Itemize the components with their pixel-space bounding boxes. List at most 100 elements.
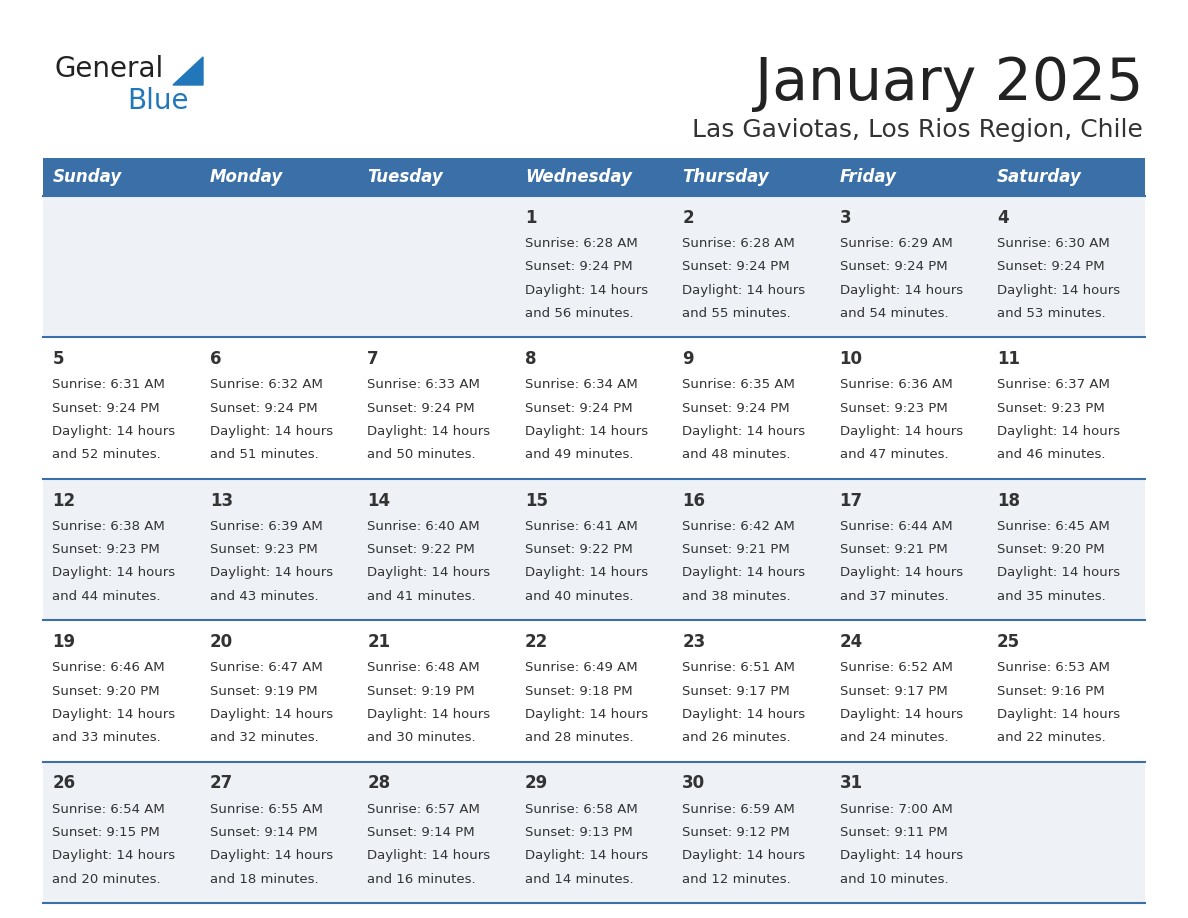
Text: 20: 20	[210, 633, 233, 651]
Text: and 47 minutes.: and 47 minutes.	[840, 448, 948, 462]
Bar	[43, 158, 201, 196]
Text: Sunset: 9:24 PM: Sunset: 9:24 PM	[525, 402, 632, 415]
Text: 4: 4	[997, 208, 1009, 227]
Text: Sunset: 9:19 PM: Sunset: 9:19 PM	[210, 685, 317, 698]
Text: Sunrise: 6:57 AM: Sunrise: 6:57 AM	[367, 802, 480, 815]
Text: Sunset: 9:14 PM: Sunset: 9:14 PM	[210, 826, 317, 839]
Text: Daylight: 14 hours: Daylight: 14 hours	[682, 849, 805, 862]
Text: Tuesday: Tuesday	[367, 168, 443, 186]
Text: Daylight: 14 hours: Daylight: 14 hours	[210, 708, 333, 721]
Text: Sunset: 9:24 PM: Sunset: 9:24 PM	[682, 261, 790, 274]
Text: Daylight: 14 hours: Daylight: 14 hours	[525, 284, 647, 297]
Text: 29: 29	[525, 774, 548, 792]
Text: Sunrise: 6:42 AM: Sunrise: 6:42 AM	[682, 520, 795, 532]
Text: Sunset: 9:17 PM: Sunset: 9:17 PM	[682, 685, 790, 698]
Text: 5: 5	[52, 350, 64, 368]
Text: Sunrise: 6:58 AM: Sunrise: 6:58 AM	[525, 802, 638, 815]
Bar	[43, 338, 1145, 479]
Bar	[43, 196, 1145, 338]
Text: Daylight: 14 hours: Daylight: 14 hours	[840, 708, 962, 721]
Text: and 40 minutes.: and 40 minutes.	[525, 589, 633, 603]
Bar	[672, 158, 830, 196]
Text: Daylight: 14 hours: Daylight: 14 hours	[997, 425, 1120, 438]
Text: Daylight: 14 hours: Daylight: 14 hours	[52, 425, 176, 438]
Text: Friday: Friday	[840, 168, 897, 186]
Text: Daylight: 14 hours: Daylight: 14 hours	[367, 566, 491, 579]
Text: Sunrise: 6:51 AM: Sunrise: 6:51 AM	[682, 661, 795, 674]
Text: 8: 8	[525, 350, 536, 368]
Text: Thursday: Thursday	[682, 168, 769, 186]
Text: 2: 2	[682, 208, 694, 227]
Text: 13: 13	[210, 491, 233, 509]
Text: Sunset: 9:18 PM: Sunset: 9:18 PM	[525, 685, 632, 698]
Text: 9: 9	[682, 350, 694, 368]
Text: and 18 minutes.: and 18 minutes.	[210, 873, 318, 886]
Text: and 38 minutes.: and 38 minutes.	[682, 589, 791, 603]
Bar	[43, 621, 1145, 762]
Text: and 28 minutes.: and 28 minutes.	[525, 732, 633, 744]
Text: Sunrise: 6:38 AM: Sunrise: 6:38 AM	[52, 520, 165, 532]
Bar	[43, 762, 1145, 903]
Text: 1: 1	[525, 208, 536, 227]
Text: and 52 minutes.: and 52 minutes.	[52, 448, 162, 462]
Text: Sunrise: 6:33 AM: Sunrise: 6:33 AM	[367, 378, 480, 391]
Text: Sunrise: 6:37 AM: Sunrise: 6:37 AM	[997, 378, 1110, 391]
Text: 22: 22	[525, 633, 548, 651]
Text: and 53 minutes.: and 53 minutes.	[997, 307, 1106, 320]
Text: Sunset: 9:23 PM: Sunset: 9:23 PM	[997, 402, 1105, 415]
Text: Sunset: 9:24 PM: Sunset: 9:24 PM	[682, 402, 790, 415]
Text: Daylight: 14 hours: Daylight: 14 hours	[367, 708, 491, 721]
Bar	[201, 158, 358, 196]
Bar	[358, 158, 516, 196]
Bar	[516, 158, 672, 196]
Text: Sunrise: 6:47 AM: Sunrise: 6:47 AM	[210, 661, 323, 674]
Text: 31: 31	[840, 774, 862, 792]
Text: Daylight: 14 hours: Daylight: 14 hours	[52, 708, 176, 721]
Text: Sunset: 9:20 PM: Sunset: 9:20 PM	[52, 685, 160, 698]
Text: 18: 18	[997, 491, 1020, 509]
Text: and 37 minutes.: and 37 minutes.	[840, 589, 948, 603]
Text: Sunrise: 6:28 AM: Sunrise: 6:28 AM	[682, 237, 795, 250]
Text: 17: 17	[840, 491, 862, 509]
Text: Sunset: 9:17 PM: Sunset: 9:17 PM	[840, 685, 947, 698]
Text: and 49 minutes.: and 49 minutes.	[525, 448, 633, 462]
Text: and 43 minutes.: and 43 minutes.	[210, 589, 318, 603]
Text: Sunrise: 6:34 AM: Sunrise: 6:34 AM	[525, 378, 638, 391]
Text: Sunrise: 6:28 AM: Sunrise: 6:28 AM	[525, 237, 638, 250]
Text: Sunset: 9:14 PM: Sunset: 9:14 PM	[367, 826, 475, 839]
Text: 28: 28	[367, 774, 391, 792]
Text: Daylight: 14 hours: Daylight: 14 hours	[525, 708, 647, 721]
Text: 6: 6	[210, 350, 221, 368]
Text: and 46 minutes.: and 46 minutes.	[997, 448, 1106, 462]
Text: Sunrise: 6:48 AM: Sunrise: 6:48 AM	[367, 661, 480, 674]
Text: Sunrise: 6:44 AM: Sunrise: 6:44 AM	[840, 520, 953, 532]
Text: Sunrise: 6:52 AM: Sunrise: 6:52 AM	[840, 661, 953, 674]
Text: and 50 minutes.: and 50 minutes.	[367, 448, 476, 462]
Text: Daylight: 14 hours: Daylight: 14 hours	[210, 425, 333, 438]
Bar	[987, 158, 1145, 196]
Text: Daylight: 14 hours: Daylight: 14 hours	[367, 849, 491, 862]
Text: Wednesday: Wednesday	[525, 168, 632, 186]
Text: Sunset: 9:15 PM: Sunset: 9:15 PM	[52, 826, 160, 839]
Text: Daylight: 14 hours: Daylight: 14 hours	[210, 566, 333, 579]
Text: 7: 7	[367, 350, 379, 368]
Text: Daylight: 14 hours: Daylight: 14 hours	[52, 566, 176, 579]
Text: Sunset: 9:24 PM: Sunset: 9:24 PM	[840, 261, 947, 274]
Text: Sunday: Sunday	[52, 168, 121, 186]
Text: and 48 minutes.: and 48 minutes.	[682, 448, 791, 462]
Text: Sunset: 9:24 PM: Sunset: 9:24 PM	[210, 402, 317, 415]
Text: Sunrise: 6:59 AM: Sunrise: 6:59 AM	[682, 802, 795, 815]
Text: Daylight: 14 hours: Daylight: 14 hours	[840, 284, 962, 297]
Text: 19: 19	[52, 633, 76, 651]
Text: 23: 23	[682, 633, 706, 651]
Text: Daylight: 14 hours: Daylight: 14 hours	[525, 849, 647, 862]
Text: Las Gaviotas, Los Rios Region, Chile: Las Gaviotas, Los Rios Region, Chile	[693, 118, 1143, 142]
Text: General: General	[55, 55, 164, 83]
Text: and 54 minutes.: and 54 minutes.	[840, 307, 948, 320]
Text: 16: 16	[682, 491, 706, 509]
Polygon shape	[173, 57, 203, 85]
Text: Daylight: 14 hours: Daylight: 14 hours	[210, 849, 333, 862]
Text: Daylight: 14 hours: Daylight: 14 hours	[840, 425, 962, 438]
Text: and 12 minutes.: and 12 minutes.	[682, 873, 791, 886]
Text: and 44 minutes.: and 44 minutes.	[52, 589, 160, 603]
